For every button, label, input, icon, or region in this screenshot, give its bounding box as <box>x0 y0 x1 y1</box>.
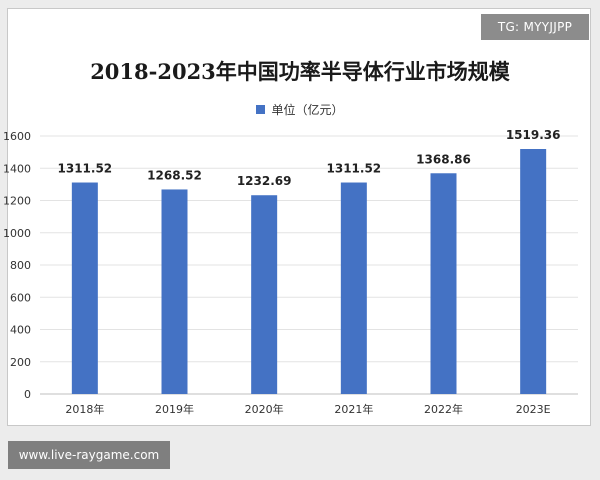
x-tick-label: 2022年 <box>424 402 463 416</box>
legend-label: 单位（亿元） <box>271 103 344 117</box>
bar-4 <box>340 182 367 394</box>
bar-3 <box>251 195 278 394</box>
watermark-tg: TG: MYYJJPP <box>481 14 589 40</box>
chart-legend: 单位（亿元） <box>0 101 600 118</box>
y-tick-label: 1200 <box>3 195 31 208</box>
y-tick-label: 1400 <box>3 162 31 175</box>
data-label: 1519.36 <box>506 128 561 142</box>
x-tick-label: 2020年 <box>245 402 284 416</box>
y-tick-label: 600 <box>10 291 31 304</box>
data-label: 1268.52 <box>147 168 202 182</box>
data-label: 1368.86 <box>416 152 471 166</box>
x-tick-label: 2023E <box>516 403 551 416</box>
x-tick-label: 2021年 <box>334 402 373 416</box>
y-tick-label: 200 <box>10 356 31 369</box>
legend-swatch <box>256 105 266 114</box>
y-tick-label: 1600 <box>3 130 31 143</box>
y-tick-label: 0 <box>24 388 31 401</box>
y-tick-label: 1000 <box>3 227 31 240</box>
bar-1 <box>71 182 98 394</box>
data-label: 1311.52 <box>327 162 382 176</box>
data-label: 1311.52 <box>58 162 113 176</box>
watermark-site: www.live-raygame.com <box>8 441 170 469</box>
y-tick-label: 800 <box>10 259 31 272</box>
bar-5 <box>430 173 457 394</box>
x-tick-label: 2019年 <box>155 402 194 416</box>
chart-title: 2018-2023年中国功率半导体行业市场规模 <box>90 59 510 84</box>
bar-6 <box>520 149 547 394</box>
data-label: 1232.69 <box>237 174 292 188</box>
chart-frame <box>7 8 591 426</box>
x-tick-label: 2018年 <box>65 402 104 416</box>
bar-2 <box>161 189 188 394</box>
y-tick-label: 400 <box>10 324 31 337</box>
